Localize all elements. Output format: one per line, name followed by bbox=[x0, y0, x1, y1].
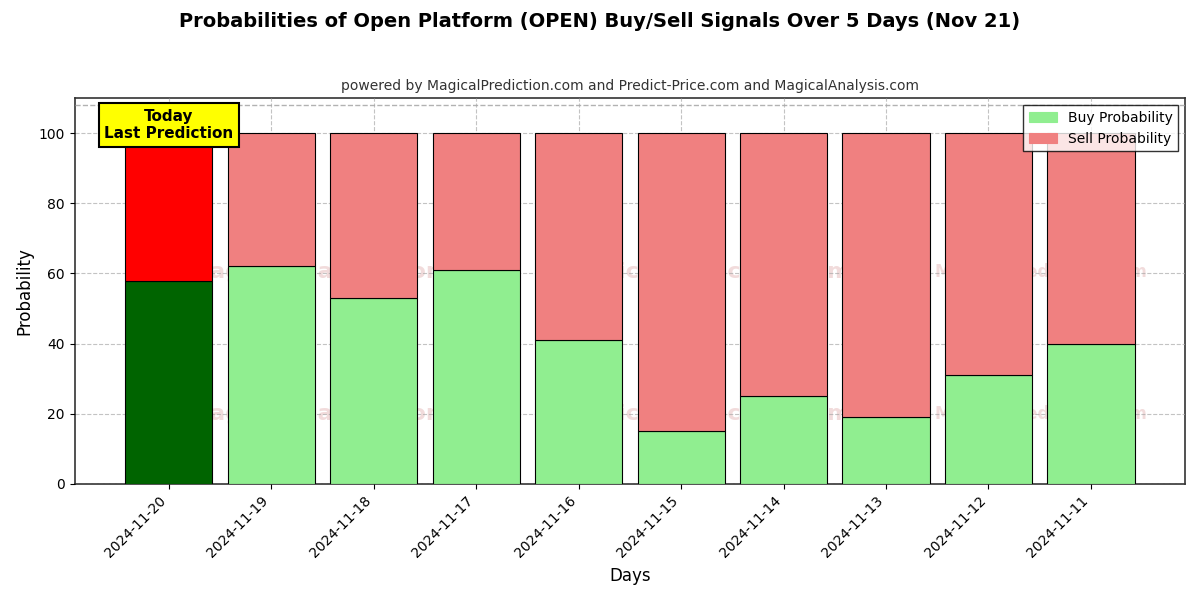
Bar bbox=[125, 281, 212, 484]
Y-axis label: Probability: Probability bbox=[16, 247, 34, 335]
Text: Today
Last Prediction: Today Last Prediction bbox=[104, 109, 233, 141]
Text: MagicalAnalysis.com: MagicalAnalysis.com bbox=[188, 404, 450, 424]
Bar bbox=[432, 133, 520, 270]
Bar bbox=[842, 133, 930, 417]
Bar bbox=[125, 133, 212, 281]
Bar bbox=[535, 133, 622, 340]
Bar bbox=[842, 417, 930, 484]
Bar bbox=[637, 431, 725, 484]
Bar bbox=[944, 133, 1032, 375]
Bar bbox=[228, 266, 314, 484]
X-axis label: Days: Days bbox=[610, 567, 650, 585]
Text: MagicalAnalysis.com: MagicalAnalysis.com bbox=[188, 262, 450, 282]
Text: MagicalPrediction.com: MagicalPrediction.com bbox=[565, 262, 851, 282]
Bar bbox=[944, 375, 1032, 484]
Bar bbox=[740, 396, 827, 484]
Bar bbox=[330, 298, 418, 484]
Bar bbox=[637, 133, 725, 431]
Text: MagicalPrediction.com: MagicalPrediction.com bbox=[935, 406, 1147, 424]
Title: powered by MagicalPrediction.com and Predict-Price.com and MagicalAnalysis.com: powered by MagicalPrediction.com and Pre… bbox=[341, 79, 919, 93]
Bar bbox=[432, 270, 520, 484]
Bar bbox=[740, 133, 827, 396]
Bar bbox=[535, 340, 622, 484]
Bar bbox=[1048, 344, 1134, 484]
Text: MagicalPrediction.com: MagicalPrediction.com bbox=[935, 263, 1147, 281]
Text: MagicalPrediction.com: MagicalPrediction.com bbox=[565, 404, 851, 424]
Legend: Buy Probability, Sell Probability: Buy Probability, Sell Probability bbox=[1024, 105, 1178, 151]
Bar bbox=[1048, 133, 1134, 344]
Text: Probabilities of Open Platform (OPEN) Buy/Sell Signals Over 5 Days (Nov 21): Probabilities of Open Platform (OPEN) Bu… bbox=[180, 12, 1020, 31]
Bar bbox=[330, 133, 418, 298]
Bar bbox=[228, 133, 314, 266]
